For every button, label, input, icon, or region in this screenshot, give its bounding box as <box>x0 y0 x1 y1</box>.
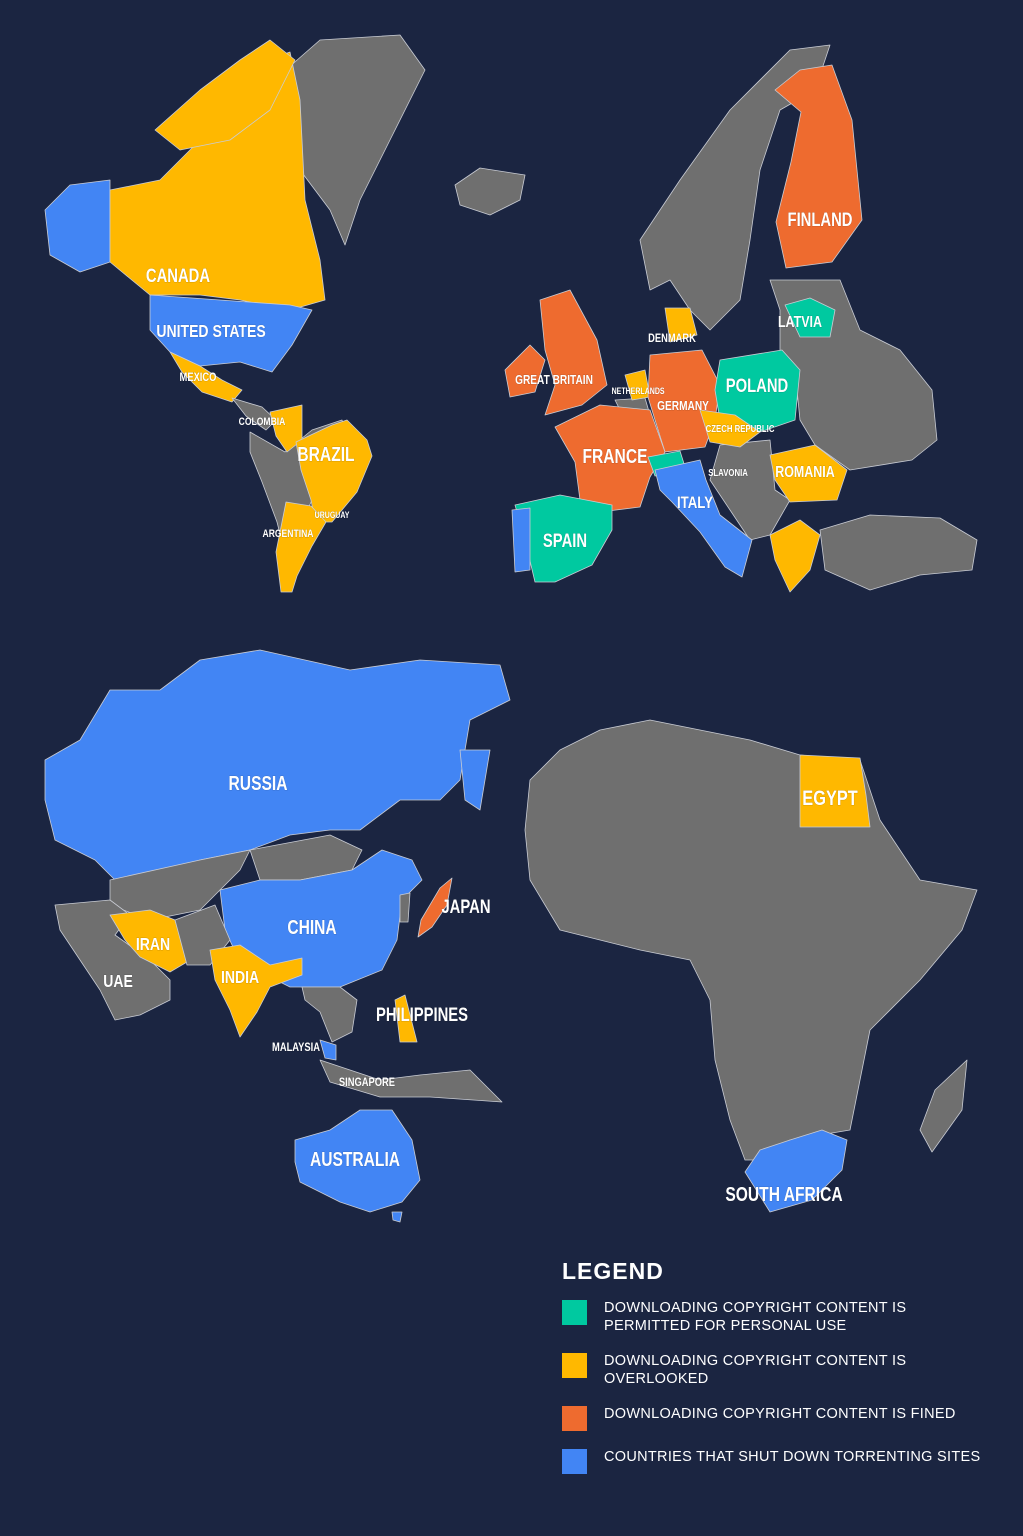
label-brazil: BRAZIL <box>297 443 354 465</box>
alaska-shape <box>44 179 111 273</box>
kamchatka-shape <box>459 749 491 811</box>
world-map: CANADA UNITED STATES MEXICO COLOMBIA BRAZIL U… <box>44 34 978 1223</box>
germany-shape <box>647 349 721 453</box>
legend-text: COUNTRIES THAT SHUT DOWN TORRENTING SITE… <box>604 1449 981 1465</box>
label-singapore: SINGAPORE <box>339 1076 395 1089</box>
label-argentina: ARGENTINA <box>263 528 314 540</box>
indonesia-shape <box>319 1059 503 1103</box>
malaysia-shape <box>319 1039 337 1061</box>
legend-item-permitted: DOWNLOADING COPYRIGHT CONTENT IS PERMITT… <box>562 1299 994 1335</box>
legend-text: DOWNLOADING COPYRIGHT CONTENT IS FINED <box>604 1406 956 1422</box>
label-south-africa: SOUTH AFRICA <box>725 1183 842 1205</box>
label-germany: GERMANY <box>657 399 709 413</box>
legend-title: LEGEND <box>562 1258 664 1284</box>
australia-shape <box>294 1109 421 1213</box>
label-japan: JAPAN <box>441 896 490 917</box>
scandinavia-shape <box>639 44 831 331</box>
label-czech-republic: CZECH REPUBLIC <box>706 423 775 434</box>
philippines-shape <box>394 994 418 1043</box>
japan-shape <box>417 877 453 938</box>
south-africa-shape <box>744 1129 848 1213</box>
label-romania: ROMANIA <box>775 464 835 482</box>
label-canada: CANADA <box>146 265 210 286</box>
colombia-shape <box>269 404 303 453</box>
legend-swatch-shutdown <box>562 1449 587 1474</box>
denmark-shape <box>664 307 698 343</box>
label-slavonia: SLAVONIA <box>708 467 748 478</box>
legend-swatch-overlooked <box>562 1353 587 1378</box>
united-states-shape <box>149 294 313 373</box>
india-shape <box>209 944 303 1038</box>
label-philippines: PHILIPPINES <box>376 1004 468 1025</box>
legend-item-fined: DOWNLOADING COPYRIGHT CONTENT IS FINED <box>562 1405 994 1431</box>
iran-shape <box>109 909 188 973</box>
label-india: INDIA <box>221 967 259 987</box>
legend-text: DOWNLOADING COPYRIGHT CONTENT IS PERMITT… <box>604 1300 907 1334</box>
label-russia: RUSSIA <box>229 772 288 794</box>
label-finland: FINLAND <box>788 209 853 230</box>
label-poland: POLAND <box>726 375 788 396</box>
legend-item-overlooked: DOWNLOADING COPYRIGHT CONTENT IS OVERLOO… <box>562 1352 994 1388</box>
label-australia: AUSTRALIA <box>310 1148 400 1170</box>
france-shape <box>554 404 666 513</box>
legend-swatch-permitted <box>562 1300 587 1325</box>
poland-shape <box>714 349 801 433</box>
label-china: CHINA <box>287 916 336 938</box>
finland-shape <box>774 64 863 269</box>
greece-shape <box>769 519 821 593</box>
africa-shape <box>524 719 978 1161</box>
canada-islands-shape <box>154 39 296 151</box>
label-united-states: UNITED STATES <box>156 321 266 341</box>
legend-swatch-fined <box>562 1406 587 1431</box>
legend-text: DOWNLOADING COPYRIGHT CONTENT IS OVERLOO… <box>604 1353 907 1387</box>
argentina-shape <box>275 501 327 593</box>
label-latvia: LATVIA <box>778 314 822 332</box>
label-netherlands: NETHERLANDS <box>612 386 666 396</box>
label-colombia: COLOMBIA <box>239 416 286 428</box>
korea-shape <box>399 892 411 923</box>
label-italy: ITALY <box>677 494 713 513</box>
central-america-shape <box>231 397 277 431</box>
great-britain-shape <box>539 289 608 416</box>
italy-shape <box>654 459 753 578</box>
turkey-shape <box>819 514 978 591</box>
label-malaysia: MALAYSIA <box>272 1041 320 1054</box>
ireland-shape <box>504 344 546 398</box>
label-egypt: EGYPT <box>802 786 858 809</box>
label-mexico: MEXICO <box>180 371 217 384</box>
country-shapes <box>44 34 978 1223</box>
label-denmark: DENMARK <box>648 332 696 345</box>
czech-republic-shape <box>699 409 761 448</box>
southeast-asia-shape <box>301 986 358 1043</box>
label-iran: IRAN <box>136 934 170 954</box>
label-france: FRANCE <box>583 445 648 467</box>
label-uae: UAE <box>103 971 133 991</box>
romania-shape <box>769 444 848 503</box>
iceland-shape <box>454 167 526 216</box>
mexico-shape <box>169 351 243 403</box>
label-uruguay: URUGUAY <box>315 510 350 520</box>
brazil-shape <box>295 419 373 523</box>
egypt-shape <box>799 754 871 828</box>
legend-item-shutdown: COUNTRIES THAT SHUT DOWN TORRENTING SITE… <box>562 1448 994 1474</box>
latvia-shape <box>784 297 836 338</box>
label-great-britain: GREAT BRITAIN <box>515 373 593 387</box>
portugal-shape <box>511 507 531 573</box>
tasmania-shape <box>391 1211 403 1223</box>
madagascar-shape <box>919 1059 968 1153</box>
legend: LEGEND DOWNLOADING COPYRIGHT CONTENT IS … <box>562 1258 994 1491</box>
country-labels: CANADA UNITED STATES MEXICO COLOMBIA BRAZIL U… <box>103 209 859 1206</box>
label-spain: SPAIN <box>543 530 587 551</box>
